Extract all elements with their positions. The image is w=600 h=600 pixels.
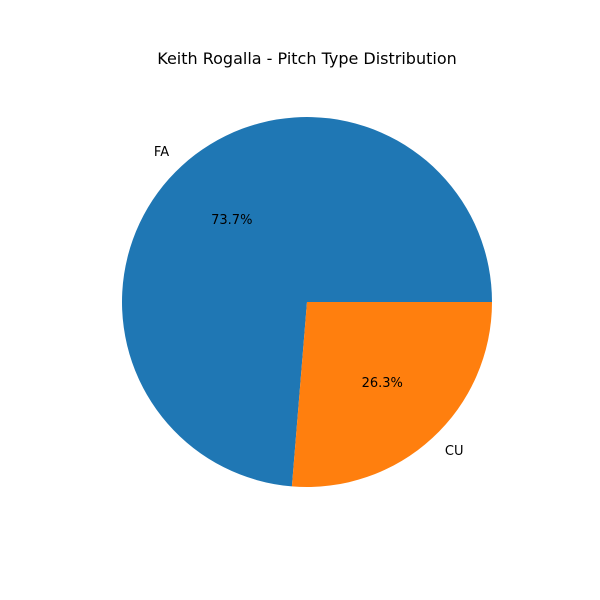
pie-labels: FA 73.7% CU 26.3% [154,145,464,459]
slice-percent-cu: 26.3% [362,376,403,391]
chart-title: Keith Rogalla - Pitch Type Distribution [157,49,457,68]
pie-slice-cu [291,302,492,488]
pie-slice-fa [122,117,493,487]
slice-label-cu: CU [445,444,464,459]
pie-slices [122,117,493,488]
slice-percent-fa: 73.7% [211,213,252,228]
slice-label-fa: FA [154,145,169,160]
